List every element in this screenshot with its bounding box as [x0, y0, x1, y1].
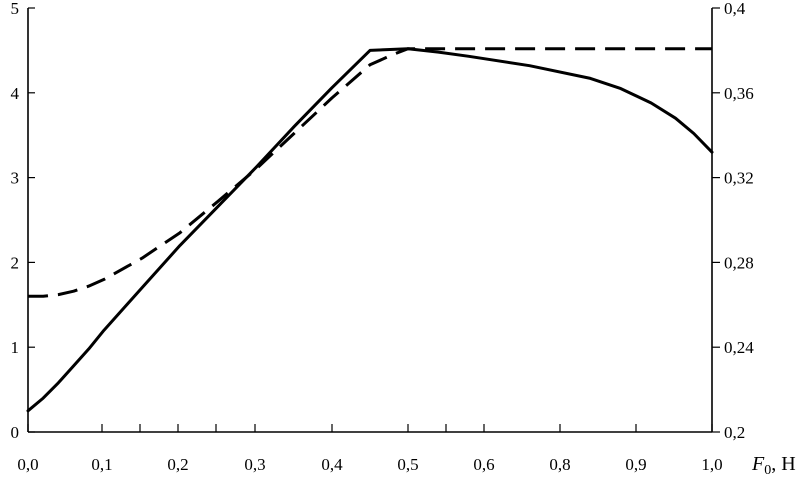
axes [27, 8, 713, 433]
x-axis-title-main: F [751, 453, 765, 475]
right-y-tick-label: 0,4 [724, 0, 746, 18]
x-tick-label: 0,6 [473, 455, 494, 474]
left-y-tick-label: 0 [11, 423, 20, 442]
right-y-ticks: 0,2 0,24 0,28 0,32 0,36 0,4 [712, 0, 754, 442]
right-y-tick-label: 0,24 [724, 338, 754, 357]
right-y-tick-label: 0,36 [724, 84, 754, 103]
x-axis-title-unit: , Н [771, 453, 795, 475]
x-ticks: 0,0 0,1 0,2 0,3 0,4 0,5 0,6 0,8 0,9 1,0 [17, 424, 723, 474]
dashed-series-line [28, 47, 712, 298]
x-axis-title-sub: 0 [764, 463, 771, 477]
left-y-tick-label: 5 [11, 0, 20, 18]
right-y-tick-label: 0,2 [724, 423, 745, 442]
x-tick-label: 0,3 [244, 455, 265, 474]
solid-series-line [26, 47, 714, 413]
x-tick-label: 0,2 [167, 455, 188, 474]
x-tick-label: 0,0 [17, 455, 38, 474]
left-y-tick-label: 2 [11, 253, 20, 272]
x-tick-label: 0,4 [321, 455, 343, 474]
x-axis-title: F0, Н [751, 453, 796, 477]
left-y-tick-label: 4 [11, 84, 20, 103]
x-tick-label: 1,0 [701, 455, 722, 474]
x-tick-label: 0,8 [549, 455, 570, 474]
right-y-tick-label: 0,32 [724, 169, 754, 188]
series-layer [26, 47, 714, 413]
left-y-tick-label: 1 [11, 338, 20, 357]
right-y-tick-label: 0,28 [724, 253, 754, 272]
x-tick-label: 0,9 [625, 455, 646, 474]
x-tick-label: 0,1 [91, 455, 112, 474]
x-tick-label: 0,5 [397, 455, 418, 474]
left-y-ticks: 0 1 2 3 4 5 [11, 0, 35, 442]
left-y-tick-label: 3 [11, 169, 20, 188]
